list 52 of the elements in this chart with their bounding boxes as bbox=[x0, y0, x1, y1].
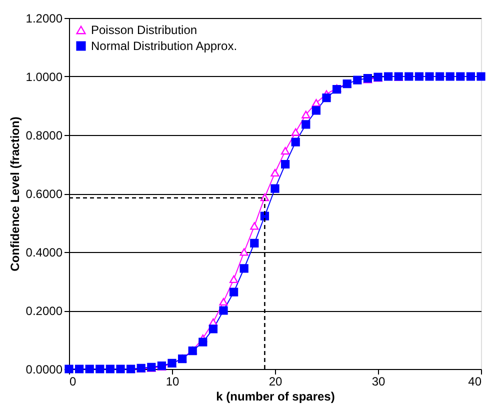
point bbox=[384, 72, 393, 81]
point bbox=[219, 298, 228, 306]
point bbox=[291, 128, 300, 136]
y-tick-label: 0.8000 bbox=[26, 128, 63, 142]
point bbox=[198, 338, 208, 346]
point bbox=[435, 72, 444, 81]
point bbox=[322, 94, 331, 102]
x-tick-label: 10 bbox=[166, 374, 180, 388]
point bbox=[476, 72, 486, 81]
point bbox=[270, 168, 280, 177]
point bbox=[240, 264, 248, 273]
x-tick-label: 0 bbox=[70, 374, 76, 388]
point bbox=[250, 222, 259, 230]
point bbox=[414, 72, 424, 81]
y-tick-label: 0.2000 bbox=[26, 304, 63, 318]
point bbox=[85, 364, 94, 374]
y-tick-label: 0.0000 bbox=[26, 362, 63, 376]
point bbox=[270, 184, 280, 193]
point bbox=[425, 72, 434, 81]
point bbox=[466, 72, 476, 81]
y-tick-label: 0.6000 bbox=[26, 187, 63, 201]
point bbox=[280, 146, 290, 155]
point bbox=[446, 72, 454, 81]
y-tick-label: 1.2000 bbox=[26, 12, 63, 26]
x-tick-label: 40 bbox=[468, 374, 482, 388]
point bbox=[208, 324, 218, 334]
point bbox=[74, 364, 84, 374]
point bbox=[353, 76, 362, 84]
x-axis-title: k (number of spares) bbox=[216, 390, 335, 404]
point bbox=[280, 160, 290, 169]
x-tick-label: 20 bbox=[268, 374, 282, 388]
point bbox=[312, 106, 321, 115]
point bbox=[106, 364, 115, 374]
legend-label: Poisson Distribution bbox=[91, 23, 198, 37]
point bbox=[219, 306, 228, 315]
point bbox=[456, 72, 465, 81]
point bbox=[312, 99, 321, 107]
point bbox=[229, 288, 238, 296]
point bbox=[229, 275, 238, 284]
point bbox=[302, 110, 310, 118]
x-tick-label: 30 bbox=[372, 374, 386, 388]
point bbox=[404, 72, 414, 81]
point bbox=[302, 120, 310, 129]
point bbox=[240, 248, 248, 256]
y-axis-title: Confidence Level (fraction) bbox=[8, 116, 22, 272]
point bbox=[96, 364, 104, 374]
y-tick-label: 1.0000 bbox=[26, 70, 63, 84]
legend-label: Normal Distribution Approx. bbox=[91, 39, 238, 53]
point bbox=[116, 364, 125, 374]
point bbox=[250, 238, 259, 248]
point bbox=[291, 138, 300, 146]
y-tick-label: 0.4000 bbox=[26, 246, 63, 260]
